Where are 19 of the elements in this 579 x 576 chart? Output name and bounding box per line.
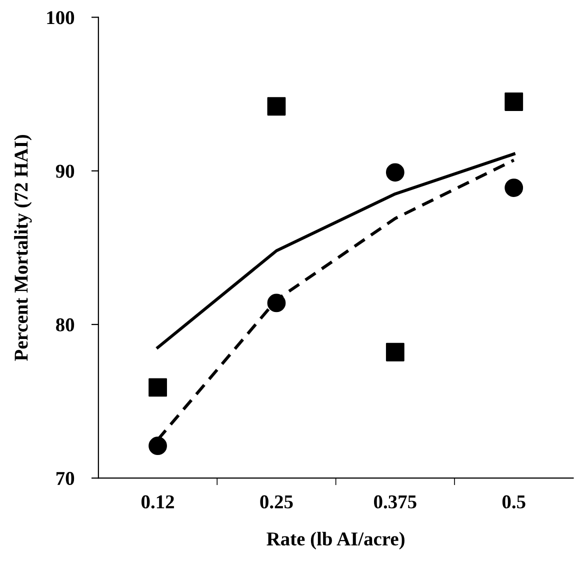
x-tick-label: 0.25 [260,495,293,509]
point [504,92,524,111]
point [148,436,167,456]
x-tick-label: 0.375 [374,495,416,509]
point [148,378,167,397]
x-tick-label: 0.12 [142,495,174,509]
point [267,97,286,116]
y-tick-label: 100 [47,11,74,24]
point [267,294,286,312]
y-tick-label: 90 [56,164,74,178]
y-tick-label: 80 [56,318,74,332]
line-series [156,152,516,350]
point [504,178,524,197]
point [386,163,404,182]
y-axis-title: Percent Mortality (72 HAI) [14,135,32,361]
x-axis-title: Rate (lb AI/acre) [266,532,404,550]
y-tick-label: 70 [56,472,74,486]
x-tick-label: 0.5 [502,495,526,509]
point [386,342,404,362]
